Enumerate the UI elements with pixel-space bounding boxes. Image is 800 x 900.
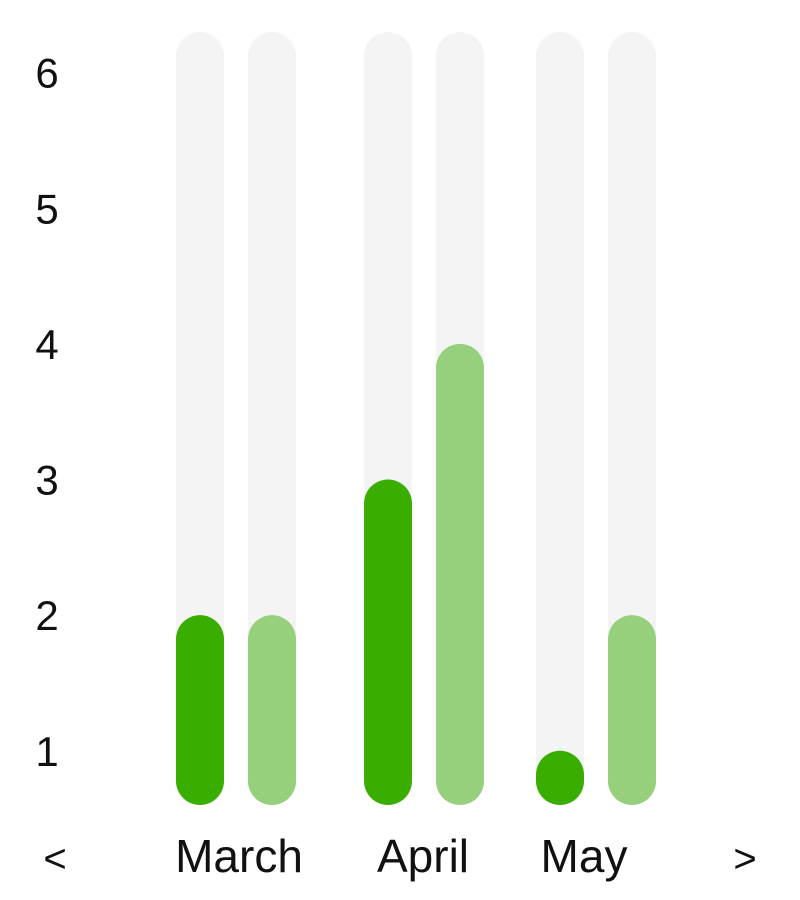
y-tick-label-4: 4 <box>35 321 58 368</box>
x-axis-categories: March April May <box>175 830 627 882</box>
y-tick-label-6: 6 <box>35 50 58 97</box>
next-button[interactable]: > <box>733 837 756 881</box>
x-category-label-april: April <box>377 830 469 882</box>
bar-track-march-1 <box>176 32 224 805</box>
x-category-label-may: May <box>541 830 628 882</box>
y-tick-label-3: 3 <box>35 457 58 504</box>
y-tick-label-2: 2 <box>35 592 58 639</box>
bar-april-series-1[interactable] <box>364 479 412 805</box>
bar-march-series-2[interactable] <box>248 615 296 805</box>
y-axis-ticks: 1 2 3 4 5 6 <box>35 50 58 775</box>
previous-button[interactable]: < <box>43 837 66 881</box>
bar-track-may-2 <box>608 32 656 805</box>
bars <box>176 343 656 805</box>
bar-track-march-2 <box>248 32 296 805</box>
y-tick-label-5: 5 <box>35 185 58 232</box>
bar-may-series-2[interactable] <box>608 615 656 805</box>
bar-may-series-1[interactable] <box>536 750 584 805</box>
bar-april-series-2[interactable] <box>436 343 484 805</box>
x-category-label-march: March <box>175 830 303 882</box>
y-tick-label-1: 1 <box>35 728 58 775</box>
bar-track-may-1 <box>536 32 584 805</box>
bar-march-series-1[interactable] <box>176 615 224 805</box>
